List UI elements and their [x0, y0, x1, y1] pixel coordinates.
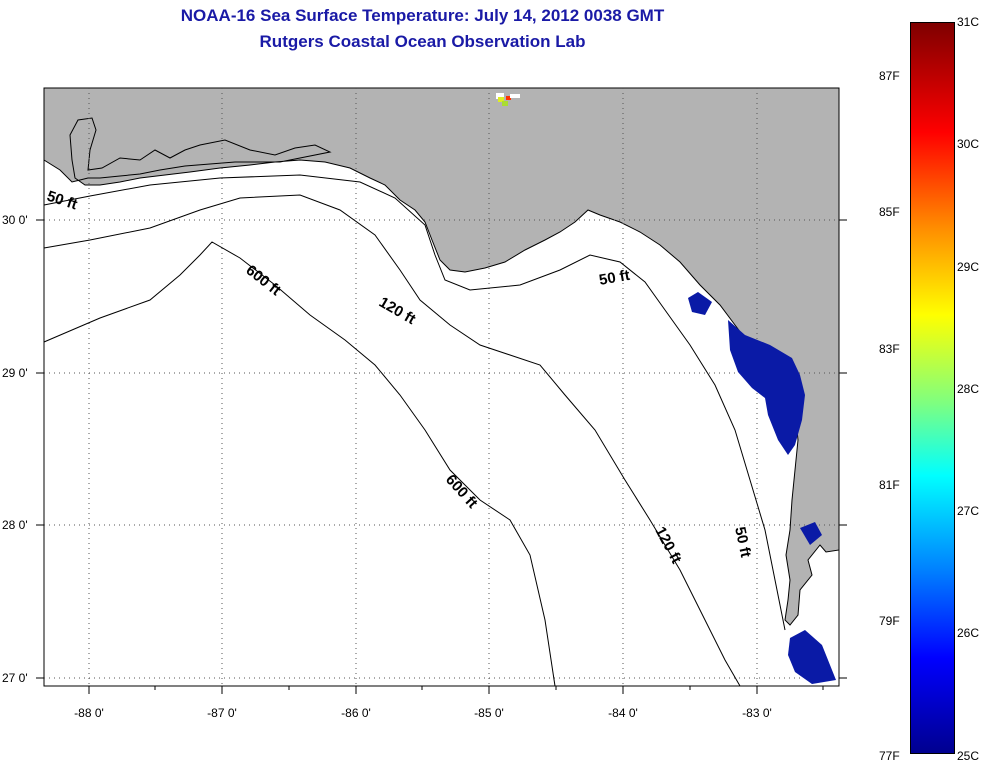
lon-label: -86 0'	[341, 706, 371, 720]
lat-label: 28 0'	[2, 518, 28, 532]
color-scale-bar	[910, 22, 955, 754]
sst-patch	[688, 292, 712, 315]
contour-600ft	[43, 241, 556, 687]
lat-label: 29 0'	[2, 366, 28, 380]
fahrenheit-label: 85F	[879, 205, 900, 219]
warm-pixel	[502, 101, 508, 106]
celsius-label: 27C	[957, 504, 980, 518]
warm-pixel	[506, 96, 511, 100]
lon-label: -88 0'	[74, 706, 104, 720]
inland-warm-pixels	[496, 93, 520, 106]
warm-pixel	[496, 93, 504, 99]
map-subtitle: Rutgers Coastal Ocean Observation Lab	[259, 32, 586, 51]
celsius-label: 25C	[957, 749, 980, 763]
sst-patch	[728, 320, 805, 455]
lon-label: -83 0'	[742, 706, 772, 720]
axis-ticks	[36, 219, 847, 694]
contour-label: 50 ft	[598, 267, 631, 289]
lon-label: -85 0'	[474, 706, 504, 720]
sst-patch	[800, 522, 822, 545]
contour-50ft	[43, 174, 786, 631]
celsius-label: 28C	[957, 382, 980, 396]
celsius-label: 30C	[957, 137, 980, 151]
lat-label: 27 0'	[2, 671, 28, 685]
lat-label: 30 0'	[2, 213, 28, 227]
warm-pixel	[510, 94, 520, 98]
lon-label: -84 0'	[608, 706, 638, 720]
celsius-label: 29C	[957, 260, 980, 274]
lon-label: -87 0'	[207, 706, 237, 720]
sst-patch	[788, 630, 836, 684]
fahrenheit-label: 87F	[879, 69, 900, 83]
celsius-label: 26C	[957, 626, 980, 640]
celsius-label: 31C	[957, 15, 980, 29]
fahrenheit-label: 83F	[879, 342, 900, 356]
map-title: NOAA-16 Sea Surface Temperature: July 14…	[180, 6, 665, 25]
fahrenheit-label: 79F	[879, 614, 900, 628]
depth-contours	[43, 174, 786, 687]
contour-label: 50 ft	[731, 525, 754, 559]
contour-120ft	[43, 194, 741, 687]
land-mass	[43, 87, 840, 626]
warm-pixel	[498, 97, 504, 102]
fahrenheit-label: 81F	[879, 478, 900, 492]
fahrenheit-label: 77F	[879, 749, 900, 763]
sst-pixels	[688, 292, 836, 684]
